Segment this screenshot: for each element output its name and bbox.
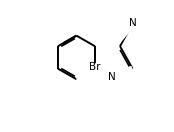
Text: Br: Br xyxy=(89,62,101,72)
Text: N: N xyxy=(129,18,136,28)
Text: N: N xyxy=(108,72,116,82)
